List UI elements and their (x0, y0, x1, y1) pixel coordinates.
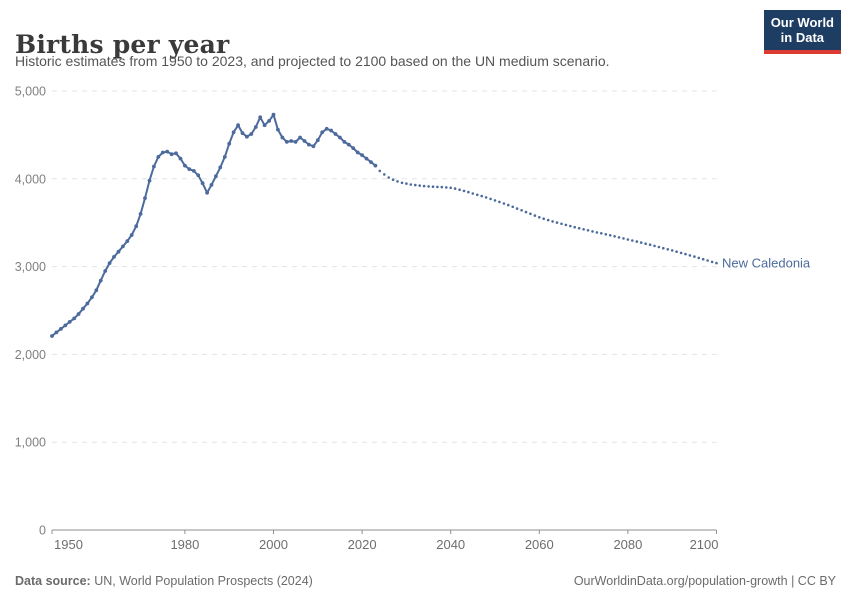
owid-citation-link[interactable]: OurWorldinData.org/population-growth | C… (573, 574, 836, 588)
page-subtitle: Historic estimates from 1950 to 2023, an… (15, 53, 610, 69)
x-tick-label: 2080 (613, 537, 642, 552)
x-tick-label: 1980 (170, 537, 199, 552)
data-source-label: Data source: (15, 574, 91, 588)
chart-footer: Data source: UN, World Population Prospe… (15, 574, 836, 588)
x-tick-label: 2040 (436, 537, 465, 552)
x-tick-label: 2100 (690, 537, 719, 552)
y-tick-label: 4,000 (15, 172, 46, 186)
y-tick-label: 0 (39, 524, 46, 538)
x-tick-label: 2020 (348, 537, 377, 552)
page-title: Births per year (15, 29, 230, 59)
x-tick-label: 2000 (259, 537, 288, 552)
historic-series[interactable] (50, 112, 378, 338)
owid-logo[interactable]: Our World in Data (763, 10, 841, 54)
x-tick-label: 1950 (54, 537, 83, 552)
x-tick-label: 2060 (525, 537, 554, 552)
y-tick-label: 2,000 (15, 348, 46, 362)
x-axis: 1950 1980 2000 2020 2040 2060 2080 2100 (51, 529, 719, 552)
y-tick-label: 3,000 (15, 260, 46, 274)
owid-logo-line2: in Data (780, 30, 825, 46)
owid-logo-line1: Our World (770, 15, 834, 30)
projection-series[interactable] (378, 169, 718, 265)
y-tick-label: 1,000 (15, 436, 46, 450)
series-label[interactable]: New Caledonia (722, 256, 811, 271)
y-tick-label: 5,000 (15, 85, 46, 99)
data-source: Data source: UN, World Population Prospe… (15, 574, 313, 588)
data-source-text: UN, World Population Prospects (2024) (90, 574, 313, 588)
y-axis: 0 1,000 2,000 3,000 4,000 5,000 (15, 85, 717, 538)
